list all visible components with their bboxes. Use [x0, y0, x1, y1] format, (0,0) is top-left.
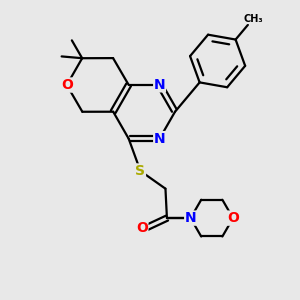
- Text: O: O: [227, 211, 239, 225]
- Text: CH₃: CH₃: [243, 14, 263, 24]
- Text: N: N: [154, 132, 165, 145]
- Text: O: O: [61, 78, 73, 92]
- Text: N: N: [185, 211, 197, 225]
- Text: S: S: [135, 164, 146, 178]
- Text: O: O: [136, 221, 148, 236]
- Text: N: N: [154, 78, 165, 92]
